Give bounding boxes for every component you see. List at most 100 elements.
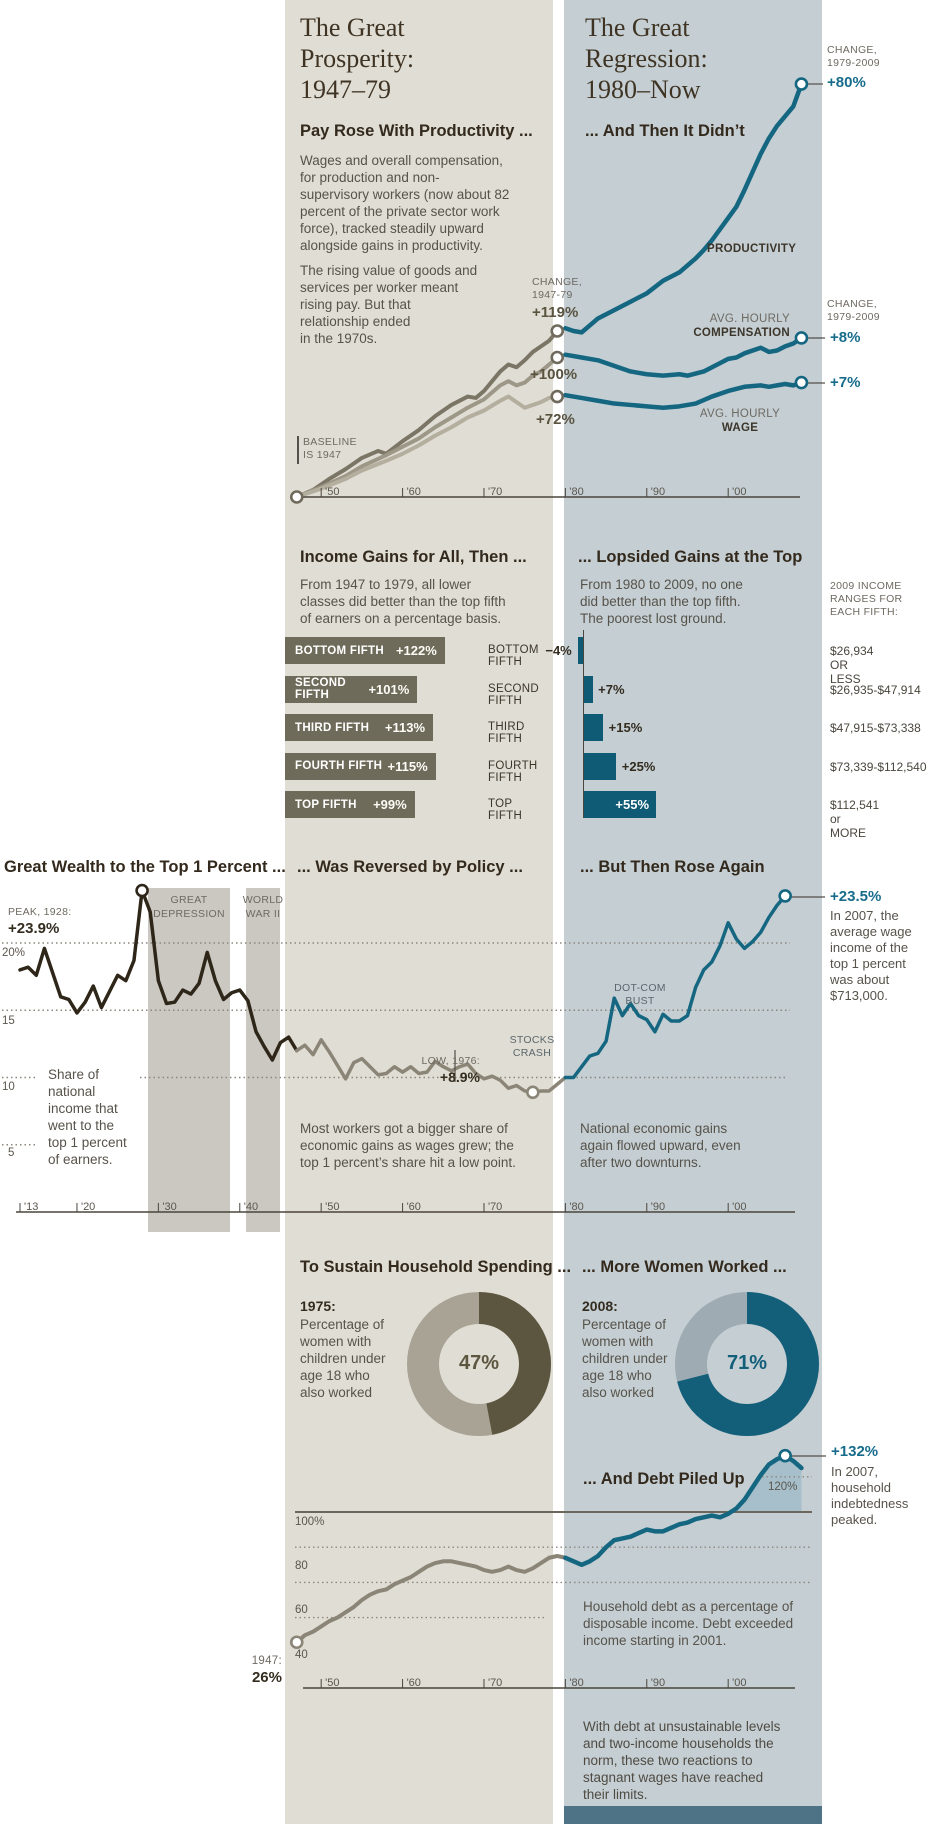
donut-value-47: 47% xyxy=(458,1352,500,1374)
peak-1928-label: PEAK, 1928: xyxy=(8,906,72,918)
bar-value: +122% xyxy=(395,643,437,658)
label-baseline-1947: BASELINE IS 1947 xyxy=(303,436,357,461)
label-productivity: PRODUCTIVITY xyxy=(707,243,797,255)
bar-value-1980-2009-0: −4% xyxy=(545,643,572,658)
caption-donut-2008: Percentage of women with children under … xyxy=(582,1317,668,1400)
debt-1947-label: 1947: xyxy=(251,1655,282,1667)
pay-vs-productivity-point-marker xyxy=(550,350,565,365)
value-compensation-8: +8% xyxy=(830,329,861,346)
ytick-40: 40 xyxy=(295,1649,308,1661)
label-income-ranges-header: 2009 INCOME RANGES FOR EACH FIFTH: xyxy=(830,580,903,618)
value-compensation-100: +100% xyxy=(530,366,578,383)
bar-1980-2009-0 xyxy=(577,637,583,664)
bar-value: +99% xyxy=(373,797,407,813)
para-most-workers: Most workers got a bigger share of econo… xyxy=(300,1121,516,1170)
income-range-4: $112,541 or MORE xyxy=(830,798,880,841)
para-national-gains: National economic gains again flowed upw… xyxy=(580,1121,741,1170)
value-productivity-119: +119% xyxy=(532,304,579,321)
bar-label-1980-2009-2: THIRD FIFTH xyxy=(488,721,525,746)
bar-1947-79-1: SECOND FIFTH +101% xyxy=(285,675,418,703)
para-1980-2009-gains: From 1980 to 2009, no one did better tha… xyxy=(580,577,743,626)
head-rose-again: ... But Then Rose Again xyxy=(580,858,765,876)
ytick-15: 15 xyxy=(2,1015,15,1027)
para-wages-compensation: Wages and overall compensation, for prod… xyxy=(300,153,510,253)
great-depression-band xyxy=(148,888,230,1232)
income-range-0: $26,934 OR LESS xyxy=(830,644,874,686)
low-1976-label: LOW, 1976: xyxy=(421,1055,480,1067)
label-great-depression: GREAT DEPRESSION xyxy=(153,894,225,920)
ytick-80: 80 xyxy=(295,1560,308,1572)
bar-name: BOTTOM FIFTH xyxy=(295,644,384,657)
bar-name: SECOND FIFTH xyxy=(295,677,347,702)
bar-name: TOP FIFTH xyxy=(295,798,357,811)
bar-1980-2009-2 xyxy=(583,714,604,742)
label-change-1979-2009: CHANGE, 1979-2009 xyxy=(827,298,880,323)
head-lopsided-gains: ... Lopsided Gains at the Top xyxy=(578,548,803,566)
para-rising-value: The rising value of goods and services p… xyxy=(300,263,478,346)
bar-label-1980-2009-4: TOP FIFTH xyxy=(488,798,523,823)
top1-income-share-tick-label: '20 xyxy=(81,1201,95,1213)
bar-1980-2009-1 xyxy=(583,675,593,703)
income-range-1: $26,935-$47,914 xyxy=(830,682,921,697)
bar-1947-79-3: FOURTH FIFTH +115% xyxy=(285,752,436,780)
ytick-10: 10 xyxy=(2,1081,15,1093)
next-section-bar xyxy=(564,1806,822,1824)
income-range-2: $47,915-$73,338 xyxy=(830,721,921,736)
ytick-5: 5 xyxy=(8,1147,15,1159)
debt-1947-annotation: 1947: 26% xyxy=(160,1633,282,1687)
top1-income-share-tick-label: '13 xyxy=(24,1201,38,1213)
caption-share-national-income: Share of national income that went to th… xyxy=(48,1067,127,1167)
para-debt-limits: With debt at unsustainable levels and tw… xyxy=(583,1719,781,1802)
value-wage-7: +7% xyxy=(830,374,861,391)
value-debt-132: +132% xyxy=(831,1443,879,1460)
bar-label-1980-2009-1: SECOND FIFTH xyxy=(488,682,540,707)
ytick-60: 60 xyxy=(295,1604,308,1616)
bar-name: THIRD FIFTH xyxy=(295,721,370,734)
donut-value-71: 71% xyxy=(726,1352,768,1374)
label-1975: 1975: xyxy=(300,1298,336,1314)
label-avg-hourly: AVG. HOURLY xyxy=(709,313,790,325)
head-reversed-by-policy: ... Was Reversed by Policy ... xyxy=(297,858,523,876)
bar-1947-79-0: BOTTOM FIFTH +122% xyxy=(285,637,445,664)
low-1976-annotation: LOW, 1976: +8.9% xyxy=(318,1033,480,1087)
regression-panel xyxy=(564,0,822,1824)
bar-1980-2009-4 xyxy=(583,791,656,819)
caption-household-debt: Household debt as a percentage of dispos… xyxy=(583,1599,794,1648)
label-compensation: COMPENSATION xyxy=(693,327,790,339)
title-great-prosperity: The Great Prosperity: 1947–79 xyxy=(300,13,415,104)
label-change-1979-2009-top: CHANGE, 1979-2009 xyxy=(827,44,880,69)
title-great-regression: The Great Regression: 1980–Now xyxy=(585,13,708,104)
bar-value-1980-2009-3: +25% xyxy=(621,758,656,774)
pay-vs-productivity-point-marker xyxy=(550,324,565,338)
top1-income-share-point-marker xyxy=(135,883,149,898)
value-productivity-80: +80% xyxy=(827,74,866,91)
value-wage-72: +72% xyxy=(536,411,575,428)
pay-vs-productivity-point-marker xyxy=(550,389,565,404)
caption-donut-1975: Percentage of women with children under … xyxy=(300,1317,386,1400)
bar-value: +115% xyxy=(387,758,428,774)
bar-value-1980-2009-4: +55% xyxy=(615,797,650,813)
label-wage: WAGE xyxy=(721,422,759,434)
ytick-100pct: 100% xyxy=(295,1516,325,1528)
ytick-120: 120% xyxy=(768,1481,798,1493)
ytick-20pct: 20% xyxy=(2,947,26,959)
label-dotcom-bust: DOT-COM BUST xyxy=(614,982,666,1007)
head-household-spending: To Sustain Household Spending ... xyxy=(300,1258,572,1276)
head-pay-rose: Pay Rose With Productivity ... xyxy=(300,122,533,140)
head-great-wealth: Great Wealth to the Top 1 Percent ... xyxy=(4,858,286,876)
label-2008: 2008: xyxy=(582,1298,618,1314)
caption-2007-top1: In 2007, the average wage income of the … xyxy=(830,908,912,1003)
label-avg-hourly-wage: AVG. HOURLY xyxy=(699,408,781,420)
baseline-rule xyxy=(297,436,299,464)
peak-1928-value: +23.9% xyxy=(8,920,60,937)
para-1947-1979-gains: From 1947 to 1979, all lower classes did… xyxy=(300,577,506,626)
bar-value-1980-2009-1: +7% xyxy=(598,681,625,697)
debt-1947-value: 26% xyxy=(251,1669,282,1686)
label-change-1947-79: CHANGE, 1947-79 xyxy=(532,276,582,301)
peak-1928-annotation: PEAK, 1928: +23.9% xyxy=(8,884,71,938)
head-more-women-worked: ... More Women Worked ... xyxy=(582,1258,787,1276)
bar-value: +113% xyxy=(384,720,426,736)
low-1976-value: +8.9% xyxy=(439,1069,480,1085)
head-debt-piled-up: ... And Debt Piled Up xyxy=(583,1470,745,1488)
bar-label-1980-2009-0: BOTTOM FIFTH xyxy=(488,644,539,668)
